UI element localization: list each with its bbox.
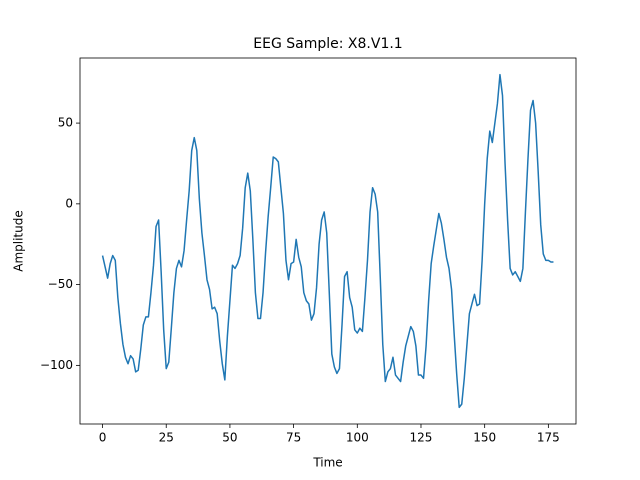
x-tick-label: 50 <box>222 431 237 445</box>
y-axis-label: Amplitude <box>12 210 26 272</box>
y-tick-label: −50 <box>48 277 73 291</box>
chart-title: EEG Sample: X8.V1.1 <box>253 36 402 52</box>
data-line <box>101 73 554 409</box>
x-tick-label: 125 <box>410 431 433 445</box>
y-tick-label: −100 <box>40 358 73 372</box>
x-tick-label: 25 <box>159 431 174 445</box>
plot-frame <box>79 57 577 425</box>
x-axis-label: Time <box>312 456 342 470</box>
y-tick-label: 0 <box>65 196 73 210</box>
y-tick-label: 50 <box>58 116 73 130</box>
x-tick-label: 100 <box>346 431 369 445</box>
x-tick-label: 175 <box>537 431 560 445</box>
x-tick-label: 150 <box>473 431 496 445</box>
x-tick-label: 0 <box>99 431 107 445</box>
x-tick-label: 75 <box>286 431 301 445</box>
